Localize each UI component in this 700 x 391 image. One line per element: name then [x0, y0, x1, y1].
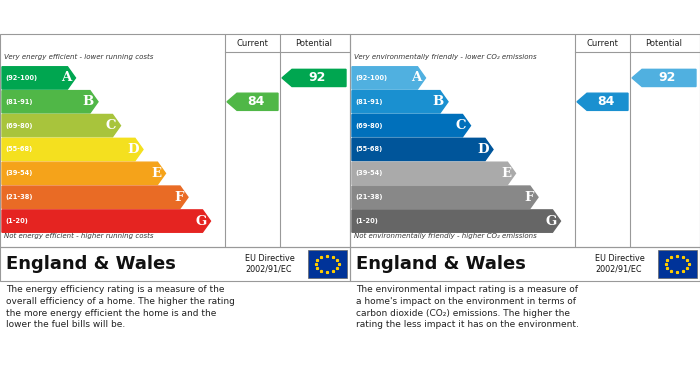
- Text: England & Wales: England & Wales: [356, 255, 526, 273]
- Polygon shape: [352, 162, 515, 185]
- Polygon shape: [2, 91, 98, 113]
- Polygon shape: [352, 115, 470, 137]
- Text: (1-20): (1-20): [5, 218, 28, 224]
- Polygon shape: [282, 69, 346, 86]
- Text: Potential: Potential: [295, 38, 332, 47]
- Text: EU Directive
2002/91/EC: EU Directive 2002/91/EC: [595, 254, 645, 274]
- Text: D: D: [127, 143, 139, 156]
- Polygon shape: [2, 67, 76, 89]
- Text: (21-38): (21-38): [5, 194, 32, 200]
- Text: 84: 84: [597, 95, 615, 108]
- Polygon shape: [2, 162, 165, 185]
- Text: A: A: [412, 72, 421, 84]
- Polygon shape: [352, 67, 426, 89]
- Polygon shape: [632, 69, 696, 86]
- Polygon shape: [227, 93, 278, 110]
- Text: C: C: [456, 119, 466, 132]
- Polygon shape: [352, 138, 493, 161]
- Text: 92: 92: [659, 72, 676, 84]
- Text: F: F: [524, 191, 534, 204]
- Text: (69-80): (69-80): [5, 123, 32, 129]
- Text: C: C: [106, 119, 116, 132]
- Text: F: F: [174, 191, 184, 204]
- Text: Not energy efficient - higher running costs: Not energy efficient - higher running co…: [4, 233, 153, 239]
- Polygon shape: [2, 138, 143, 161]
- Text: England & Wales: England & Wales: [6, 255, 176, 273]
- Text: (55-68): (55-68): [355, 147, 382, 152]
- Text: The environmental impact rating is a measure of
a home's impact on the environme: The environmental impact rating is a mea…: [356, 285, 579, 329]
- Text: (92-100): (92-100): [5, 75, 37, 81]
- Polygon shape: [2, 210, 211, 232]
- Text: (81-91): (81-91): [5, 99, 32, 105]
- Bar: [308, 250, 346, 278]
- Text: B: B: [83, 95, 94, 108]
- Text: B: B: [433, 95, 444, 108]
- Text: (1-20): (1-20): [355, 218, 378, 224]
- Bar: [658, 250, 696, 278]
- Text: D: D: [477, 143, 489, 156]
- Text: 84: 84: [247, 95, 265, 108]
- Text: G: G: [195, 215, 206, 228]
- Text: E: E: [151, 167, 162, 180]
- Text: (55-68): (55-68): [5, 147, 32, 152]
- Polygon shape: [2, 186, 188, 208]
- Text: (81-91): (81-91): [355, 99, 382, 105]
- Polygon shape: [352, 91, 448, 113]
- Text: Energy Efficiency Rating: Energy Efficiency Rating: [7, 11, 178, 23]
- Text: Very energy efficient - lower running costs: Very energy efficient - lower running co…: [4, 54, 153, 60]
- Text: Current: Current: [587, 38, 618, 47]
- Text: Current: Current: [237, 38, 268, 47]
- Text: Not environmentally friendly - higher CO₂ emissions: Not environmentally friendly - higher CO…: [354, 233, 537, 239]
- Text: The energy efficiency rating is a measure of the
overall efficiency of a home. T: The energy efficiency rating is a measur…: [6, 285, 235, 329]
- Text: G: G: [545, 215, 557, 228]
- Polygon shape: [577, 93, 628, 110]
- Text: (21-38): (21-38): [355, 194, 382, 200]
- Text: (92-100): (92-100): [355, 75, 387, 81]
- Polygon shape: [352, 186, 538, 208]
- Text: A: A: [62, 72, 71, 84]
- Text: (39-54): (39-54): [355, 170, 382, 176]
- Text: Very environmentally friendly - lower CO₂ emissions: Very environmentally friendly - lower CO…: [354, 54, 537, 60]
- Text: Environmental Impact (CO₂) Rating: Environmental Impact (CO₂) Rating: [357, 11, 603, 23]
- Text: E: E: [501, 167, 512, 180]
- Polygon shape: [2, 115, 120, 137]
- Polygon shape: [352, 210, 561, 232]
- Text: EU Directive
2002/91/EC: EU Directive 2002/91/EC: [245, 254, 295, 274]
- Text: (39-54): (39-54): [5, 170, 32, 176]
- Text: Potential: Potential: [645, 38, 682, 47]
- Text: (69-80): (69-80): [355, 123, 382, 129]
- Text: 92: 92: [309, 72, 326, 84]
